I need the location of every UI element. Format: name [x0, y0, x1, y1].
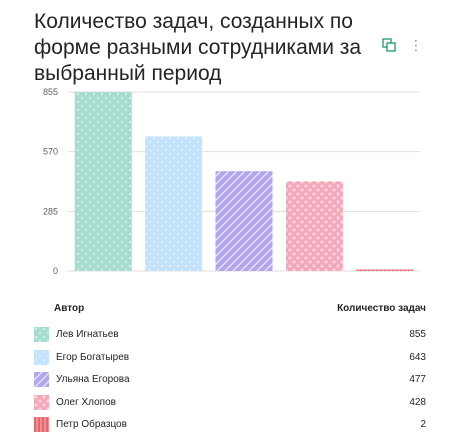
legend-table: Лев Игнатьев 855 Егор Богатырев 643 Ульяна Е… — [34, 324, 426, 437]
bar-chart: 0 285 570 855 — [43, 87, 420, 276]
y-tick-label: 285 — [43, 206, 58, 216]
legend-swatch — [34, 372, 49, 387]
task-count: 643 — [409, 351, 426, 363]
author-name: Петр Образцов — [56, 419, 127, 430]
table-row[interactable]: Петр Образцов 2 — [34, 414, 426, 437]
y-tick-label: 570 — [43, 147, 58, 157]
legend-swatch — [34, 417, 49, 432]
author-name: Ульяна Егорова — [56, 374, 130, 385]
bar[interactable] — [215, 171, 273, 271]
legend-table-header: Автор Количество задач — [34, 303, 426, 319]
task-count: 428 — [409, 396, 426, 408]
bar[interactable] — [285, 181, 343, 271]
task-count: 477 — [409, 374, 426, 385]
more-options-icon[interactable]: ⋮ — [409, 37, 423, 53]
count-column-header: Количество задач — [337, 303, 426, 314]
author-name: Лев Игнатьев — [56, 329, 119, 340]
author-column-header: Автор — [54, 303, 85, 314]
focus-mode-icon[interactable] — [380, 36, 398, 54]
task-count: 2 — [420, 419, 426, 430]
author-name: Олег Хлопов — [56, 396, 116, 408]
table-row[interactable]: Лев Игнатьев 855 — [34, 324, 426, 347]
legend-swatch — [34, 327, 49, 342]
task-count: 855 — [409, 329, 426, 340]
chart-title: Количество задач, созданных по форме раз… — [34, 10, 362, 85]
table-row[interactable]: Егор Богатырев 643 — [34, 347, 426, 370]
bar[interactable] — [74, 92, 132, 271]
bar[interactable] — [356, 269, 414, 272]
author-name: Егор Богатырев — [56, 351, 130, 363]
y-tick-label: 0 — [53, 266, 58, 276]
table-row[interactable]: Ульяна Егорова 477 — [34, 369, 426, 392]
y-tick-label: 855 — [43, 87, 58, 97]
legend-swatch — [34, 394, 49, 410]
legend-swatch — [34, 349, 49, 365]
bar[interactable] — [145, 136, 203, 271]
table-row[interactable]: Олег Хлопов 428 — [34, 392, 426, 415]
